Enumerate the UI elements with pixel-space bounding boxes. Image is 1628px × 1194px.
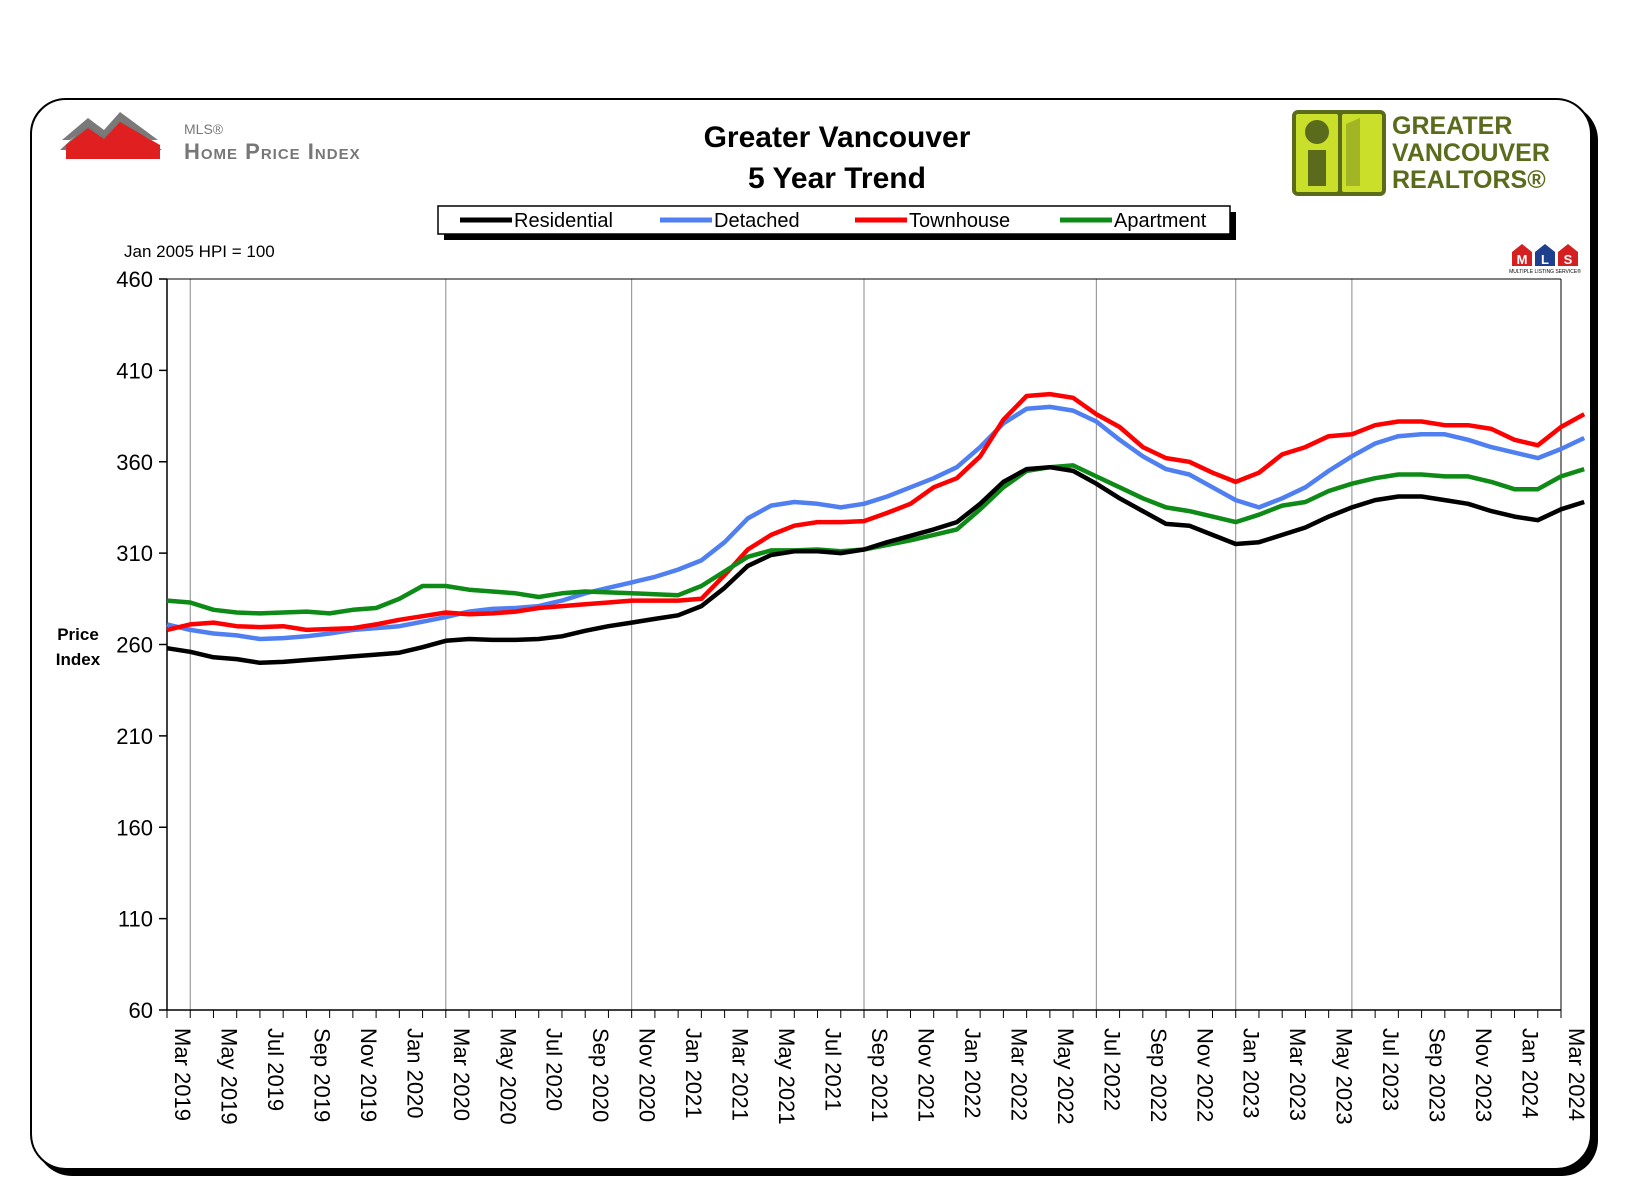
gvr-logo: GREATER VANCOUVER REALTORS® xyxy=(1292,110,1550,196)
y-tick-label: 260 xyxy=(116,633,153,658)
x-tick-label: Jan 2020 xyxy=(402,1028,427,1119)
x-tick-label: Mar 2024 xyxy=(1564,1028,1589,1121)
x-tick-label: Sep 2022 xyxy=(1146,1028,1171,1122)
x-tick-label: Mar 2020 xyxy=(449,1028,474,1121)
hpi-logo-bottom: Home Price Index xyxy=(184,139,361,164)
legend: Residential Detached Townhouse Apartment xyxy=(437,205,1236,240)
x-tick-label: May 2021 xyxy=(774,1028,799,1125)
x-tick-label: May 2020 xyxy=(495,1028,520,1125)
y-tick-label: 310 xyxy=(116,541,153,566)
x-tick-label: Nov 2021 xyxy=(913,1028,938,1122)
x-tick-label: Sep 2020 xyxy=(588,1028,613,1122)
y-tick-label: 410 xyxy=(116,358,153,383)
chart-note: Jan 2005 HPI = 100 xyxy=(124,242,275,261)
series-line-residential xyxy=(166,464,1585,666)
y-tick-label: 60 xyxy=(129,998,153,1023)
y-tick-label: 160 xyxy=(116,815,153,840)
x-tick-label: Jan 2022 xyxy=(960,1028,985,1119)
gvr-line3: REALTORS® xyxy=(1392,166,1546,194)
gvr-line2: VANCOUVER xyxy=(1392,139,1550,167)
x-tick-label: Jul 2022 xyxy=(1099,1028,1124,1111)
chart-frame xyxy=(30,98,1592,1170)
ylabel-line1: Price xyxy=(57,625,99,644)
y-tick-label: 210 xyxy=(116,724,153,749)
y-tick-label: 360 xyxy=(116,450,153,475)
y-tick-label: 460 xyxy=(116,267,153,292)
plot-area: 60 110 160 210 260 310 360 410 460 Mar 2019 May 20… xyxy=(116,267,1589,1125)
chart-title-line1: Greater Vancouver xyxy=(704,121,971,154)
x-tick-label: Sep 2021 xyxy=(867,1028,892,1122)
mls-letter: S xyxy=(1564,252,1573,267)
x-tick-label: Jan 2023 xyxy=(1239,1028,1264,1119)
x-tick-label: Jan 2024 xyxy=(1518,1028,1543,1119)
series-line-detached xyxy=(166,404,1586,642)
mls-letter: L xyxy=(1541,252,1549,267)
x-tick-label: Jul 2020 xyxy=(542,1028,567,1111)
x-tick-label: May 2019 xyxy=(216,1028,241,1125)
hpi-logo: MLS® Home Price Index xyxy=(60,112,361,164)
y-tick-label: 110 xyxy=(118,907,153,932)
x-tick-label: Nov 2020 xyxy=(635,1028,660,1122)
x-tick-label: May 2023 xyxy=(1332,1028,1357,1125)
x-tick-label: Jul 2023 xyxy=(1378,1028,1403,1111)
x-tick-label: Jul 2021 xyxy=(821,1028,846,1111)
mls-letter: M xyxy=(1517,252,1528,267)
mls-house-0 xyxy=(1512,244,1532,266)
series-line-townhouse xyxy=(166,391,1586,633)
mls-house-1 xyxy=(1535,244,1555,266)
x-tick-label: Mar 2023 xyxy=(1285,1028,1310,1121)
x-tick-label: Nov 2019 xyxy=(356,1028,381,1122)
x-tick-label: Jul 2019 xyxy=(263,1028,288,1111)
x-tick-label: Mar 2022 xyxy=(1006,1028,1031,1121)
legend-label-detached: Detached xyxy=(714,210,800,232)
x-tick-label: Sep 2023 xyxy=(1425,1028,1450,1122)
hpi-logo-top: MLS® xyxy=(184,121,224,137)
x-tick-label: May 2022 xyxy=(1053,1028,1078,1125)
x-tick-label: Mar 2021 xyxy=(728,1028,753,1121)
x-tick-label: Nov 2023 xyxy=(1471,1028,1496,1122)
legend-label-townhouse: Townhouse xyxy=(909,210,1010,232)
legend-label-apartment: Apartment xyxy=(1114,210,1207,232)
x-tick-label: Nov 2022 xyxy=(1192,1028,1217,1122)
x-tick-label: Mar 2019 xyxy=(170,1028,195,1121)
gvr-line1: GREATER xyxy=(1392,112,1512,140)
x-tick-label: Jan 2021 xyxy=(681,1028,706,1119)
legend-label-residential: Residential xyxy=(514,210,613,232)
mls-house-2 xyxy=(1558,244,1578,266)
ylabel-line2: Index xyxy=(56,650,101,669)
series-line-apartment xyxy=(166,463,1585,616)
mls-sub: MULTIPLE LISTING SERVICE® xyxy=(1509,268,1581,275)
chart-title-line2: 5 Year Trend xyxy=(748,162,926,195)
x-tick-label: Sep 2019 xyxy=(309,1028,334,1122)
